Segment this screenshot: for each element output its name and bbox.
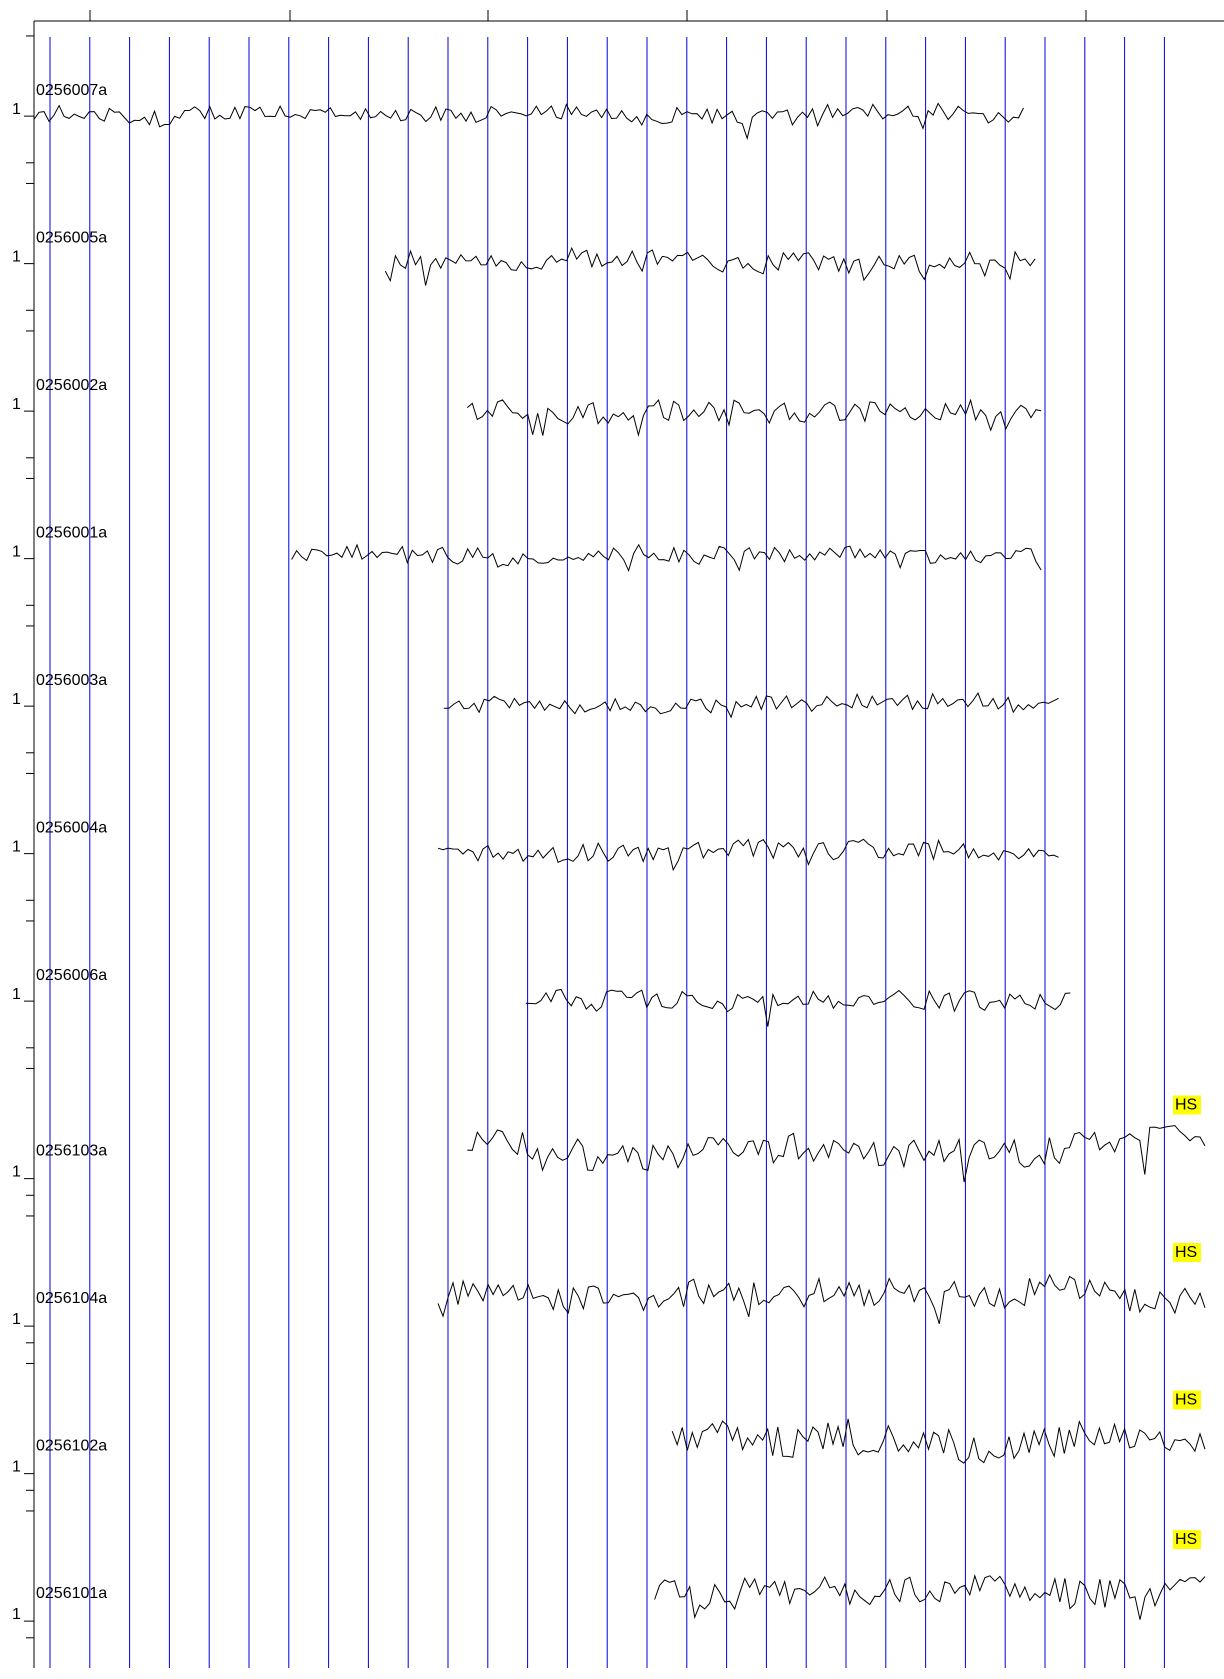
scale-label: 1 — [12, 986, 21, 1003]
trace-label-0256005a: 0256005a — [36, 230, 107, 247]
trace-0256104a — [437, 1273, 1206, 1324]
trace-0256006a — [525, 988, 1071, 1027]
scale-label: 1 — [12, 1459, 21, 1476]
hs-label: HS — [1175, 1531, 1197, 1548]
gridlines — [49, 37, 1165, 1668]
trace-0256007a — [33, 102, 1024, 141]
hs-marker: HS — [1173, 1095, 1201, 1115]
trace-label-0256002a: 0256002a — [36, 377, 107, 394]
hs-highlight — [1173, 1530, 1201, 1549]
trace-0256001a — [291, 543, 1042, 573]
scale-label: 1 — [12, 544, 21, 561]
trace-label-0256004a: 0256004a — [36, 820, 107, 837]
hs-marker: HS — [1173, 1530, 1201, 1549]
scale-label: 1 — [12, 839, 21, 856]
axes — [24, 10, 1224, 1668]
hs-marker: HS — [1173, 1243, 1201, 1262]
hs-highlight — [1173, 1243, 1201, 1262]
trace-0256003a — [443, 692, 1059, 719]
trace-label-0256103a: 0256103a — [36, 1143, 107, 1160]
trace-label-0256007a: 0256007a — [36, 82, 107, 99]
hs-highlight — [1173, 1095, 1201, 1115]
scale-label: 1 — [12, 249, 21, 266]
trace-label-0256101a: 0256101a — [36, 1585, 107, 1602]
hs-marker: HS — [1173, 1390, 1201, 1410]
hs-label: HS — [1175, 1392, 1197, 1409]
hs-highlight — [1173, 1390, 1201, 1410]
trace-label-0256102a: 0256102a — [36, 1438, 107, 1455]
scale-label: 1 — [12, 101, 21, 118]
trace-0256005a — [384, 246, 1036, 286]
hs-label: HS — [1175, 1097, 1197, 1114]
hs-label: HS — [1175, 1244, 1197, 1261]
trace-0256002a — [466, 398, 1042, 437]
traces — [33, 102, 1206, 1620]
trace-label-0256003a: 0256003a — [36, 672, 107, 689]
trace-0256103a — [467, 1125, 1206, 1183]
scale-label: 1 — [12, 1164, 21, 1181]
labels: 1 0256007a 1 0256005a 1 0256002a 1 0256001a 1 025… — [12, 82, 1201, 1623]
trace-0256102a — [671, 1418, 1206, 1464]
trace-label-0256104a: 0256104a — [36, 1290, 107, 1307]
scale-label: 1 — [12, 691, 21, 708]
scale-label: 1 — [12, 1606, 21, 1623]
scale-label: 1 — [12, 1311, 21, 1328]
trace-label-0256001a: 0256001a — [36, 525, 107, 542]
scale-label: 1 — [12, 396, 21, 413]
trace-0256004a — [437, 838, 1059, 872]
trace-label-0256006a: 0256006a — [36, 967, 107, 984]
trace-0256101a — [654, 1574, 1206, 1620]
